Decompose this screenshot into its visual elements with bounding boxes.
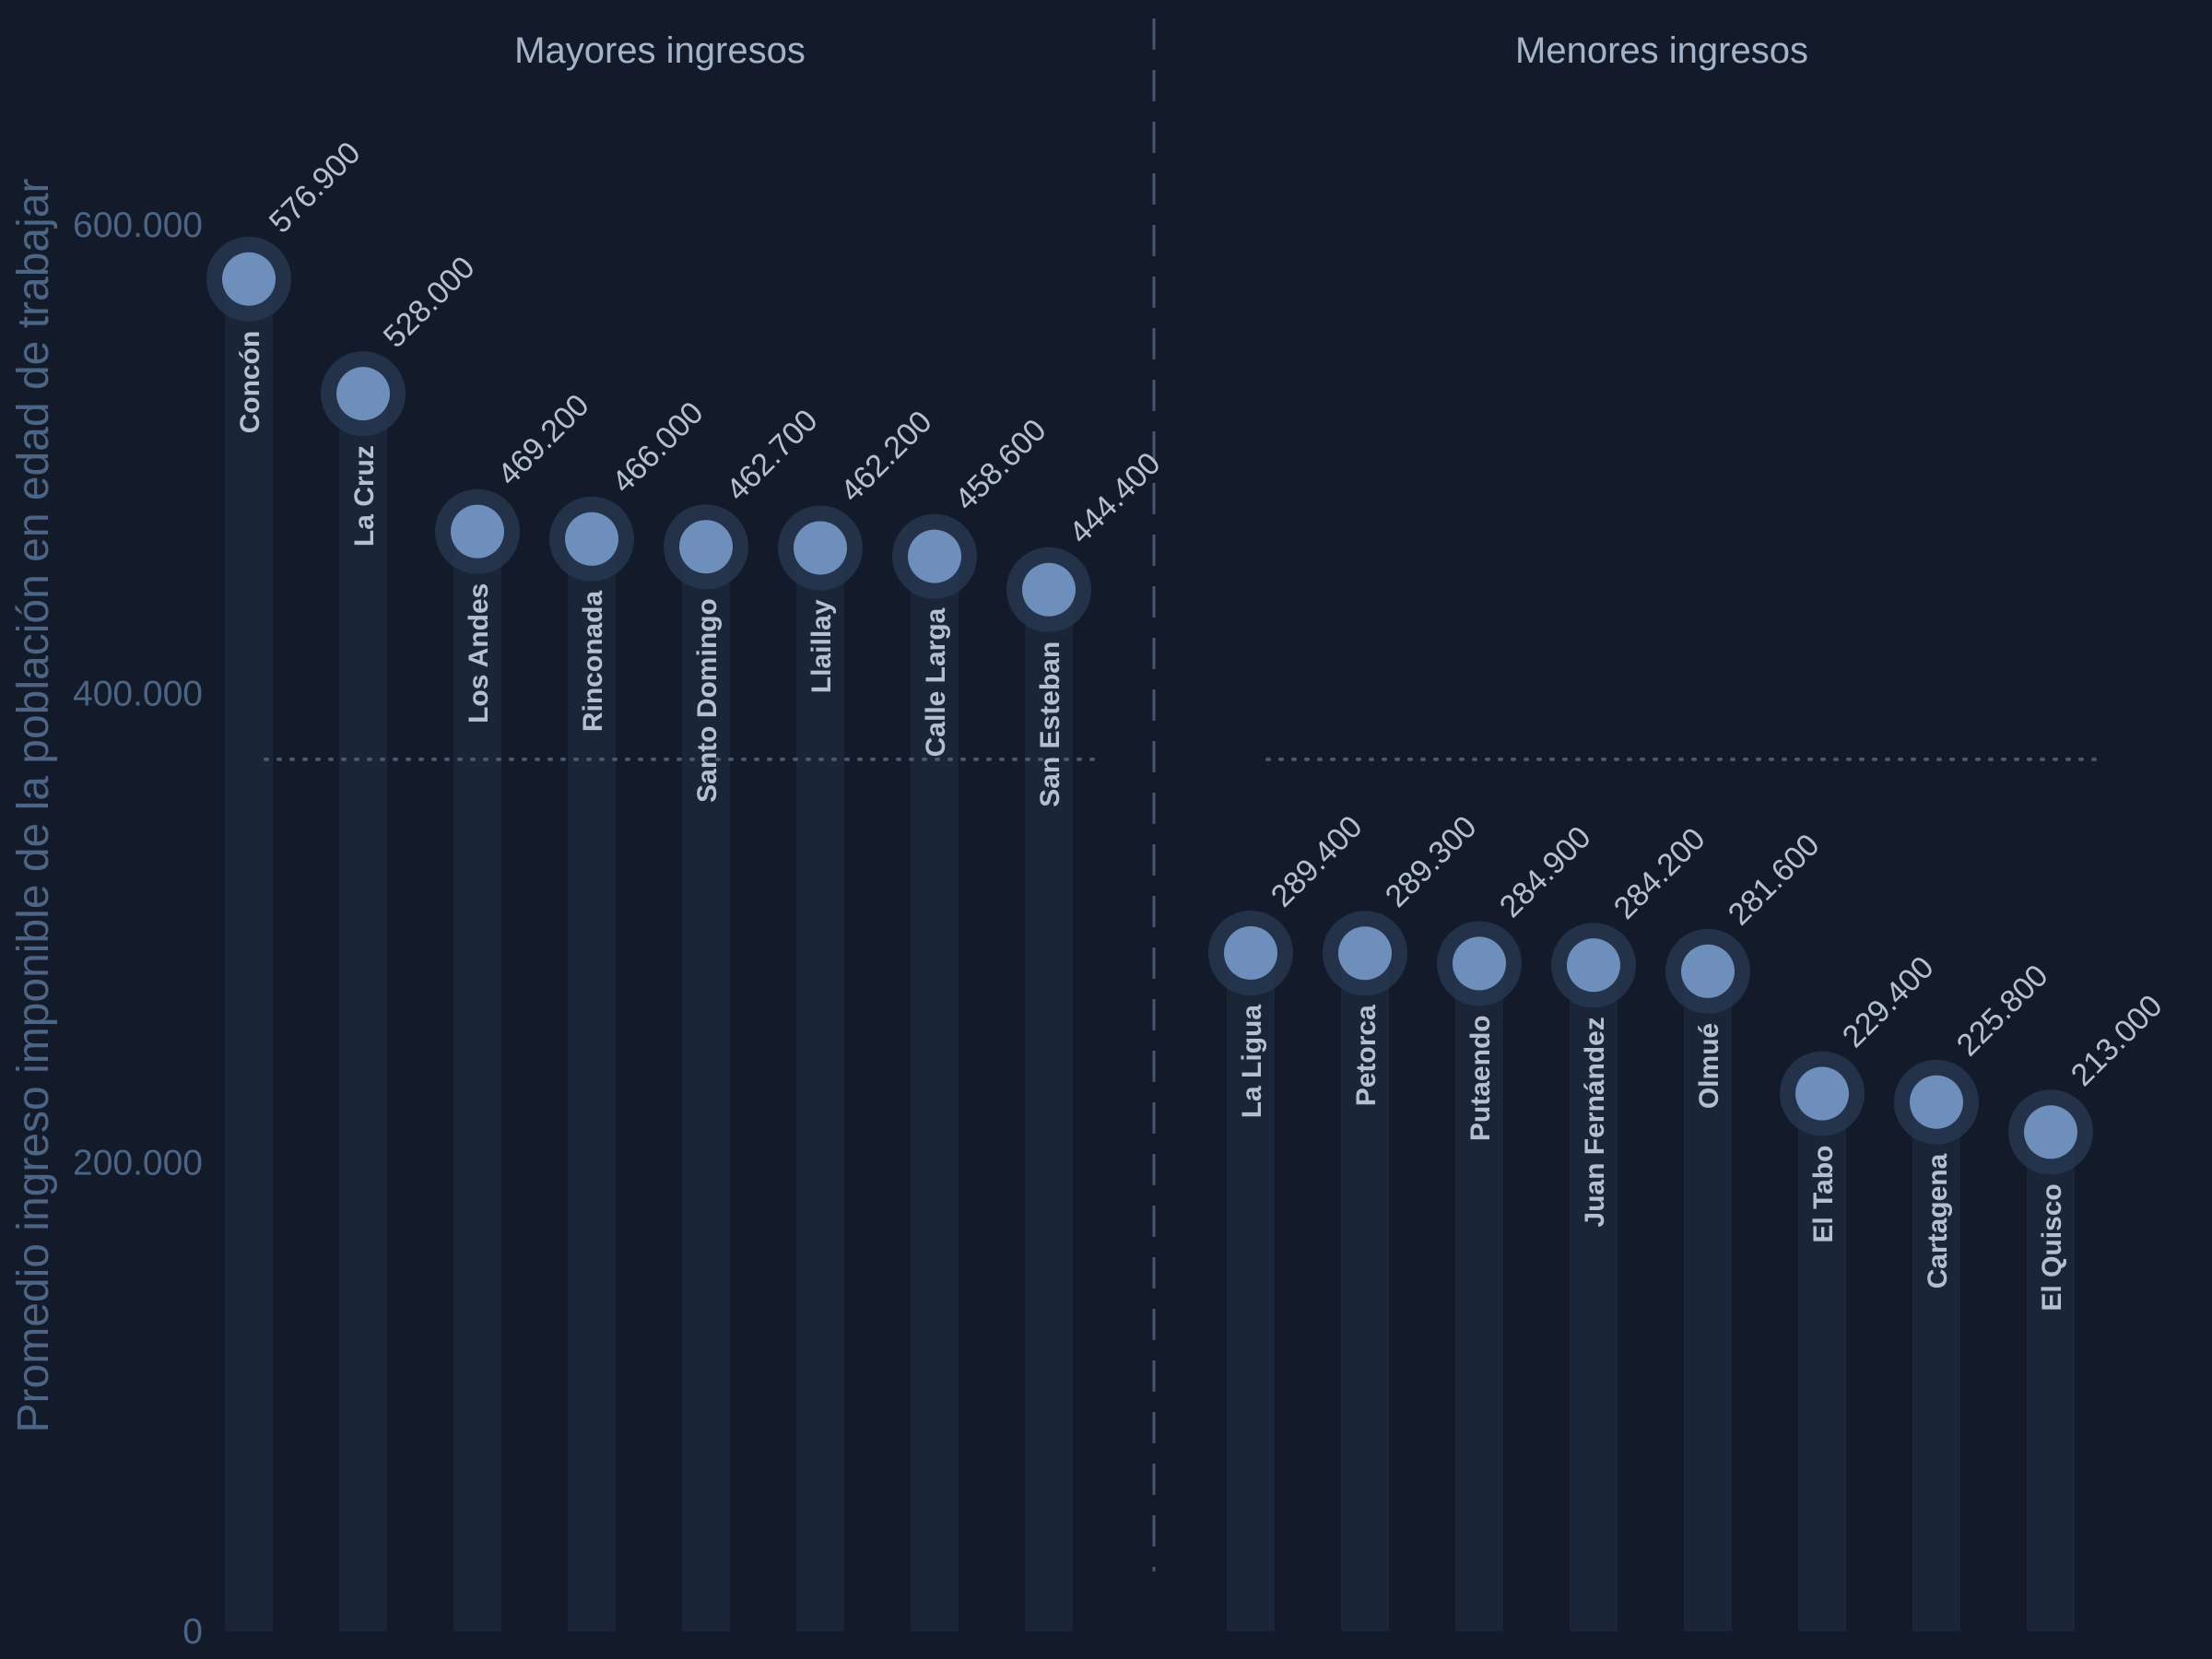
category-label: San Esteban [1035,641,1065,807]
y-tick-label: 200.000 [73,1143,203,1182]
value-column [225,278,273,1632]
category-label: Petorca [1351,1005,1382,1106]
category-label: Cartagena [1923,1153,1953,1288]
columns-layer [225,278,2075,1632]
value-column [1684,971,1732,1631]
category-label: Putaendo [1465,1015,1496,1141]
data-point [1338,926,1392,981]
category-label: Llaillay [806,599,837,693]
value-column [453,531,501,1632]
value-column [568,538,616,1631]
category-label: El Quisco [2037,1183,2067,1311]
category-label: La Ligua [1237,1005,1267,1119]
data-point [794,521,847,575]
category-label: El Tabo [1808,1146,1839,1243]
data-point [1453,936,1506,991]
value-column [1455,963,1503,1631]
value-column [1912,1101,1960,1631]
value-column [1025,589,1073,1631]
data-point [908,529,961,583]
y-tick-label: 0 [182,1612,203,1652]
y-axis: 0 200.000 400.000 600.000 [73,206,203,1652]
category-label: Concón [235,331,265,434]
y-axis-title: Promedio ingreso imponible de la poblaci… [9,179,58,1433]
category-label: Olmué [1694,1023,1724,1109]
value-column [796,547,844,1631]
value-column [1227,952,1275,1631]
value-column [682,547,730,1631]
data-point [679,520,733,574]
category-label: La Cruz [349,445,380,547]
category-label: Los Andes [464,583,494,724]
value-column [1798,1093,1846,1631]
data-point [1681,944,1735,998]
data-point [1795,1066,1849,1121]
group-title: Menores ingresos [1515,30,1808,71]
group-titles: Mayores ingresos Menores ingresos [514,30,1808,71]
category-label: Santo Domingo [692,598,723,803]
data-point [451,504,504,559]
data-point [336,367,390,421]
value-column [911,556,959,1631]
category-label: Juan Fernández [1580,1017,1610,1227]
y-tick-label: 600.000 [73,206,203,245]
value-column [1570,965,1618,1631]
group-title: Mayores ingresos [514,30,806,71]
category-label: Calle Larga [921,607,951,757]
category-label: Rinconada [578,590,608,732]
value-column [1341,953,1389,1631]
y-tick-label: 400.000 [73,675,203,714]
data-point [2024,1105,2077,1159]
data-point [1224,925,1277,980]
data-point [222,252,276,306]
data-point [565,512,618,566]
data-point [1910,1075,1963,1129]
dots-layer [206,236,2093,1175]
value-column [339,394,387,1631]
data-point [1022,562,1076,617]
data-point [1567,938,1620,993]
value-column [2027,1132,2075,1631]
